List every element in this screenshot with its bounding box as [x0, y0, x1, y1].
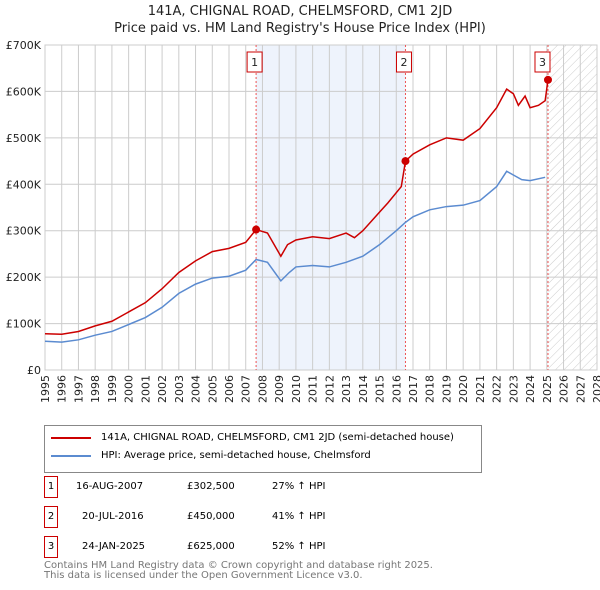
y-tick-label: £200K	[6, 271, 42, 284]
x-tick-label: 2025	[541, 375, 554, 403]
y-tick-label: £400K	[6, 178, 42, 191]
x-tick-label: 2019	[440, 375, 453, 403]
y-tick-label: £600K	[6, 85, 42, 98]
y-tick-label: £300K	[6, 225, 42, 238]
y-tick-label: £100K	[6, 318, 42, 331]
y-tick-label: £500K	[6, 132, 42, 145]
x-tick-label: 2016	[390, 375, 403, 403]
sale-price: £302,500	[187, 481, 235, 492]
x-tick-label: 2028	[591, 375, 600, 403]
x-tick-label: 2000	[123, 375, 136, 403]
hpi-line	[44, 170, 546, 343]
x-tick-label: 2005	[206, 375, 219, 403]
sale-point	[401, 157, 410, 166]
footer-line-2: This data is licensed under the Open Gov…	[44, 570, 363, 581]
x-tick-label: 2015	[374, 375, 387, 403]
x-tick-label: 2023	[507, 375, 520, 403]
sale-badge	[246, 51, 263, 73]
shaded-region	[256, 45, 406, 370]
x-tick-label: 2013	[340, 375, 353, 403]
plot-area: 1995 1996 1997 1998 1999 2000 2001 2002 2003 2004…	[6, 39, 600, 403]
sale-badge-label: 3	[539, 56, 546, 69]
sale-point	[252, 225, 261, 234]
forecast-hatch	[548, 45, 597, 370]
x-tick-label: 2002	[156, 375, 169, 403]
x-tick-label: 1997	[72, 375, 85, 403]
sale-price: £625,000	[187, 541, 235, 552]
footer-line-1: Contains HM Land Registry data © Crown c…	[44, 560, 433, 571]
x-tick-label: 2014	[357, 375, 370, 403]
x-tick-label: 2021	[474, 375, 487, 403]
x-tick-label: 2027	[574, 375, 587, 403]
x-tick-label: 2007	[240, 375, 253, 403]
legend-label-hpi: HPI: Average price, semi-detached house,…	[101, 450, 371, 461]
x-tick-label: 2010	[290, 375, 303, 403]
chart-title: 141A, CHIGNAL ROAD, CHELMSFORD, CM1 2JD	[147, 4, 453, 19]
sale-badge	[534, 51, 551, 73]
sale-date: 24-JAN-2025	[82, 541, 146, 552]
x-tick-label: 2020	[457, 375, 470, 403]
price-paid-line	[44, 79, 549, 336]
x-tick-label: 2008	[256, 375, 269, 403]
plot-border	[44, 44, 598, 371]
x-tick-label: 2006	[223, 375, 236, 403]
sale-hpi-diff: 41% ↑ HPI	[272, 511, 326, 522]
x-tick-label: 2009	[273, 375, 286, 403]
x-tick-label: 2001	[139, 375, 152, 403]
x-tick-label: 1995	[39, 375, 52, 403]
x-tick-label: 2022	[491, 375, 504, 403]
chart-subtitle: Price paid vs. HM Land Registry's House …	[114, 21, 486, 36]
legend: 141A, CHIGNAL ROAD, CHELMSFORD, CM1 2JD …	[44, 425, 482, 473]
x-tick-label: 2026	[558, 375, 571, 403]
x-tick-label: 2024	[524, 375, 537, 403]
x-tick-label: 2018	[424, 375, 437, 403]
x-tick-label: 1996	[56, 375, 69, 403]
sale-price: £450,000	[187, 511, 235, 522]
sale-point	[543, 75, 552, 84]
sale-number: 3	[44, 536, 58, 558]
sale-badge-label: 1	[251, 56, 258, 69]
sale-number: 1	[44, 476, 58, 498]
sale-hpi-diff: 27% ↑ HPI	[272, 481, 326, 492]
footer: Contains HM Land Registry data © Crown c…	[44, 561, 433, 581]
sale-hpi-diff: 52% ↑ HPI	[272, 541, 326, 552]
x-tick-label: 2004	[190, 375, 203, 403]
x-tick-label: 1999	[106, 375, 119, 403]
legend-label-property: 141A, CHIGNAL ROAD, CHELMSFORD, CM1 2JD …	[101, 432, 454, 443]
legend-swatch-property	[51, 436, 91, 439]
y-tick-label: £0	[27, 364, 41, 377]
y-tick-label: £700K	[6, 39, 42, 52]
x-tick-label: 1998	[89, 375, 102, 403]
x-tick-label: 2011	[307, 375, 320, 403]
legend-swatch-hpi	[51, 454, 91, 457]
sale-date: 20-JUL-2016	[82, 511, 144, 522]
x-tick-label: 2012	[323, 375, 336, 403]
sale-number: 2	[44, 506, 58, 528]
sale-badge-label: 2	[400, 56, 407, 69]
x-tick-label: 2017	[407, 375, 420, 403]
x-tick-label: 2003	[173, 375, 186, 403]
sale-date: 16-AUG-2007	[76, 481, 144, 492]
sale-badge	[395, 51, 412, 73]
